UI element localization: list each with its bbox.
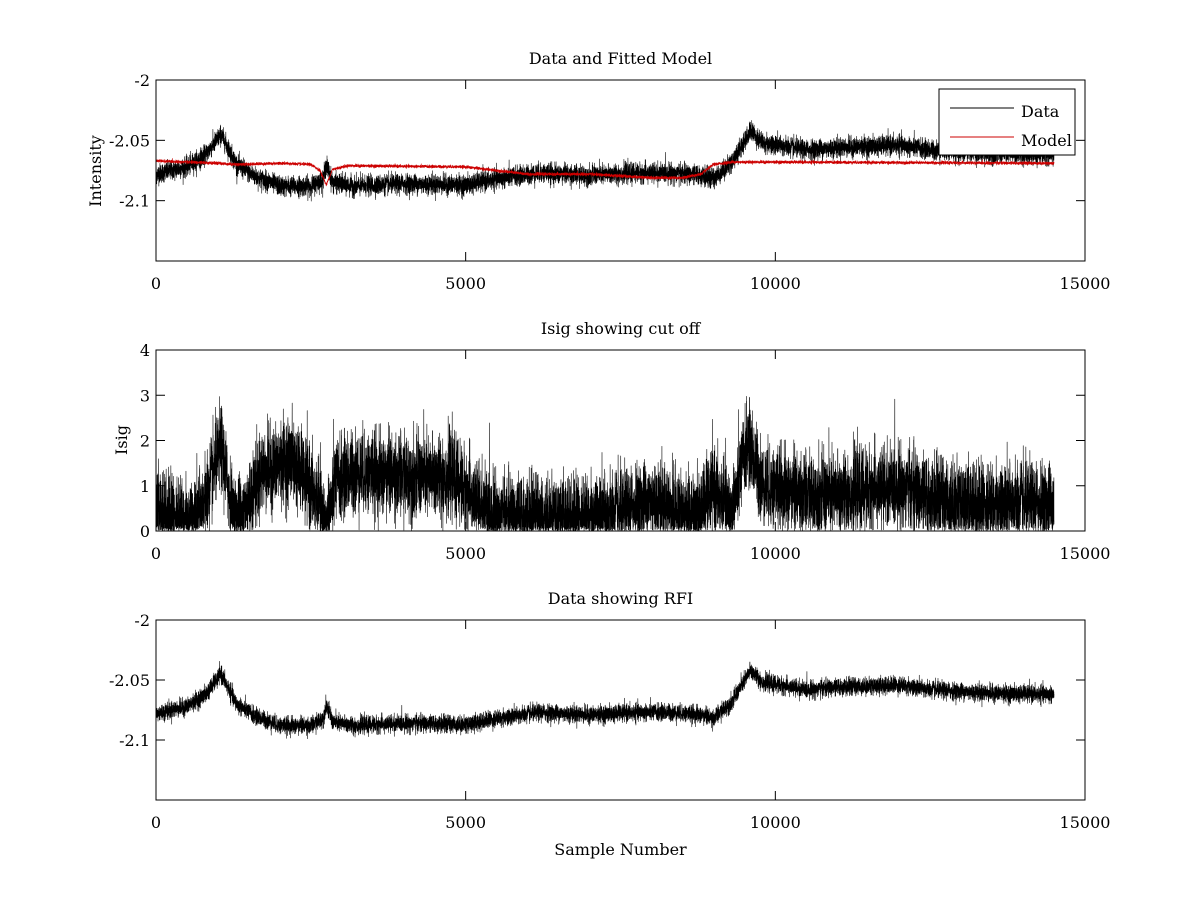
y-tick-label: -2 [134,611,150,630]
y-tick-label: 0 [140,522,150,541]
series-layer [156,395,1055,531]
series-layer [156,660,1055,740]
x-tick-label: 5000 [445,544,486,563]
series-line-1 [156,395,1055,531]
y-tick-label: -2.1 [119,731,150,750]
series-layer [156,120,1055,202]
x-axis-label: Sample Number [554,840,687,859]
y-axis-label: Intensity [86,135,105,207]
x-tick-label: 5000 [445,813,486,832]
y-tick-label: -2.05 [109,671,150,690]
legend: Data Model [938,88,1076,156]
x-tick-label: 15000 [1060,274,1111,293]
y-tick-label: -2.05 [109,131,150,150]
legend-box [938,88,1076,156]
y-tick-label: -2 [134,71,150,90]
y-tick-label: -2.1 [119,192,150,211]
plot-title: Data showing RFI [548,589,693,608]
subplot-data-showing-rfi: Data showing RFI 0 5000 10000 15000 -2.1 -2.0… [109,589,1110,859]
axes-box [155,619,1086,801]
ticks-layer: 0 5000 10000 15000 0 1 2 3 4 [140,341,1111,563]
x-tick-label: 10000 [750,274,801,293]
x-tick-label: 10000 [750,544,801,563]
series-line-model [156,158,1055,187]
y-tick-label: 2 [140,432,150,451]
y-tick-label: 1 [140,477,150,496]
legend-label-model: Model [1021,131,1072,150]
plot-title: Isig showing cut off [541,319,702,338]
x-tick-label: 15000 [1060,813,1111,832]
x-tick-label: 15000 [1060,544,1111,563]
axes-box [155,79,1086,262]
y-axis-label: Isig [112,425,131,455]
series-line-data [156,120,1055,202]
y-tick-label: 3 [140,386,150,405]
x-tick-label: 0 [151,813,161,832]
subplot-data-and-fitted-model: Data and Fitted Model Intensity 0 5000 100… [86,49,1110,293]
ticks-layer: 0 5000 10000 15000 -2.1 -2.05 -2 [109,71,1110,293]
subplot-isig-showing-cut-off: Isig showing cut off Isig 0 5000 10000 1500… [112,319,1110,563]
x-tick-label: 0 [151,274,161,293]
legend-label-data: Data [1021,102,1060,121]
plot-title: Data and Fitted Model [529,49,712,68]
x-tick-label: 0 [151,544,161,563]
y-tick-label: 4 [140,341,150,360]
ticks-layer: 0 5000 10000 15000 -2.1 -2.05 -2 [109,611,1110,832]
x-tick-label: 5000 [445,274,486,293]
series-line-1 [156,660,1055,740]
x-tick-label: 10000 [750,813,801,832]
